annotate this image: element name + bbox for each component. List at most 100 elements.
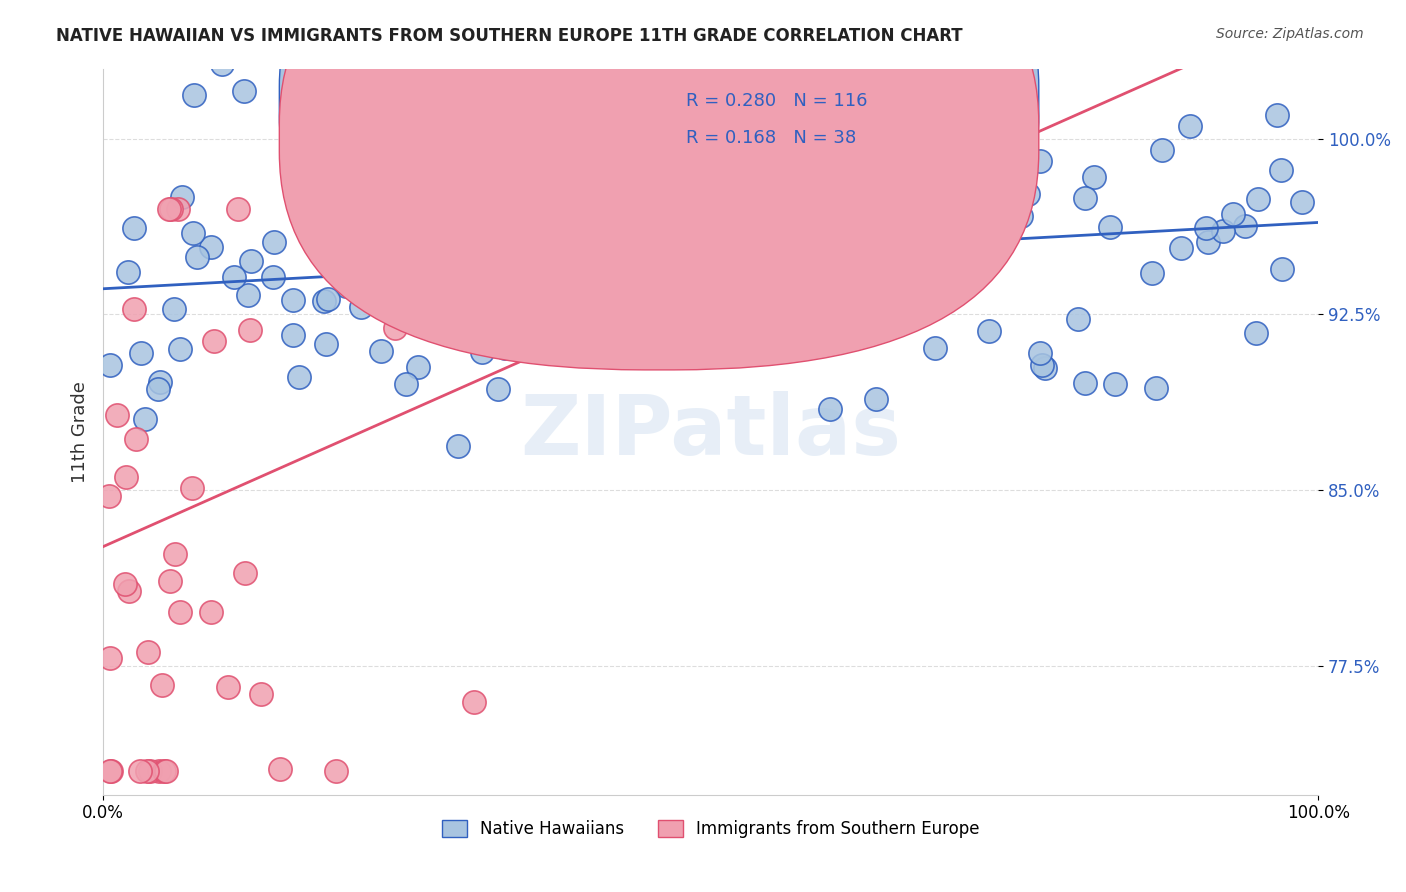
Text: Source: ZipAtlas.com: Source: ZipAtlas.com	[1216, 27, 1364, 41]
Point	[1033, 361, 1056, 376]
Point	[1152, 143, 1174, 157]
Text: ZIPatlas: ZIPatlas	[520, 391, 901, 472]
Point	[181, 226, 204, 240]
Point	[240, 253, 263, 268]
Point	[1170, 241, 1192, 255]
Point	[1244, 326, 1267, 341]
Point	[115, 470, 138, 484]
Point	[471, 344, 494, 359]
Point	[823, 222, 845, 236]
Point	[163, 301, 186, 316]
Point	[136, 764, 159, 779]
Point	[100, 651, 122, 665]
Point	[169, 342, 191, 356]
Point	[977, 324, 1000, 338]
Point	[406, 359, 429, 374]
Point	[950, 137, 973, 152]
Point	[591, 239, 613, 253]
Text: R = 0.280   N = 116: R = 0.280 N = 116	[686, 92, 868, 111]
Point	[835, 225, 858, 239]
Point	[1017, 186, 1039, 201]
Point	[463, 202, 485, 217]
Point	[1099, 220, 1122, 235]
Point	[98, 359, 121, 373]
Point	[200, 239, 222, 253]
Point	[820, 159, 842, 173]
Point	[172, 190, 194, 204]
Point	[730, 214, 752, 228]
Point	[128, 764, 150, 779]
Point	[1083, 169, 1105, 184]
FancyBboxPatch shape	[620, 69, 1033, 170]
Point	[117, 584, 139, 599]
Point	[1140, 266, 1163, 280]
Point	[352, 202, 374, 216]
Point	[217, 680, 239, 694]
Point	[447, 440, 470, 454]
Point	[146, 382, 169, 396]
Point	[299, 191, 322, 205]
Point	[617, 77, 640, 91]
Point	[1195, 221, 1218, 235]
Point	[1029, 154, 1052, 169]
Point	[326, 202, 349, 216]
Point	[665, 116, 688, 130]
Point	[1247, 192, 1270, 206]
Point	[148, 376, 170, 390]
Point	[157, 202, 180, 216]
Point	[1271, 261, 1294, 276]
Point	[200, 605, 222, 619]
Point	[710, 171, 733, 186]
Point	[350, 301, 373, 315]
Point	[139, 764, 162, 779]
Point	[1265, 107, 1288, 121]
Point	[952, 222, 974, 236]
Point	[1029, 346, 1052, 360]
Point	[226, 202, 249, 216]
Point	[488, 382, 510, 396]
Point	[1104, 377, 1126, 392]
Point	[98, 489, 121, 503]
Point	[159, 574, 181, 588]
Point	[1046, 12, 1069, 27]
Point	[422, 231, 444, 245]
Point	[202, 334, 225, 348]
Point	[865, 392, 887, 406]
Point	[395, 377, 418, 392]
Point	[281, 293, 304, 307]
Point	[849, 320, 872, 334]
Point	[315, 337, 337, 351]
Point	[122, 221, 145, 235]
Point	[446, 242, 468, 256]
Point	[114, 576, 136, 591]
Point	[239, 322, 262, 336]
Point	[1233, 219, 1256, 234]
Point	[105, 409, 128, 423]
Point	[224, 270, 246, 285]
Point	[138, 645, 160, 659]
Point	[330, 187, 353, 202]
Point	[924, 341, 946, 355]
Point	[444, 253, 467, 268]
Point	[751, 229, 773, 244]
Point	[238, 288, 260, 302]
Point	[547, 306, 569, 320]
Point	[312, 293, 335, 308]
Point	[693, 301, 716, 315]
Point	[627, 308, 650, 322]
Point	[537, 259, 560, 273]
Point	[1291, 194, 1313, 209]
Point	[384, 321, 406, 335]
Point	[131, 345, 153, 359]
Point	[1222, 207, 1244, 221]
FancyBboxPatch shape	[280, 0, 1039, 370]
Point	[527, 179, 550, 194]
Point	[186, 250, 208, 264]
Point	[122, 301, 145, 316]
Point	[494, 341, 516, 355]
Point	[474, 300, 496, 314]
Point	[232, 84, 254, 98]
Point	[211, 57, 233, 71]
Text: NATIVE HAWAIIAN VS IMMIGRANTS FROM SOUTHERN EUROPE 11TH GRADE CORRELATION CHART: NATIVE HAWAIIAN VS IMMIGRANTS FROM SOUTH…	[56, 27, 963, 45]
Point	[150, 678, 173, 692]
